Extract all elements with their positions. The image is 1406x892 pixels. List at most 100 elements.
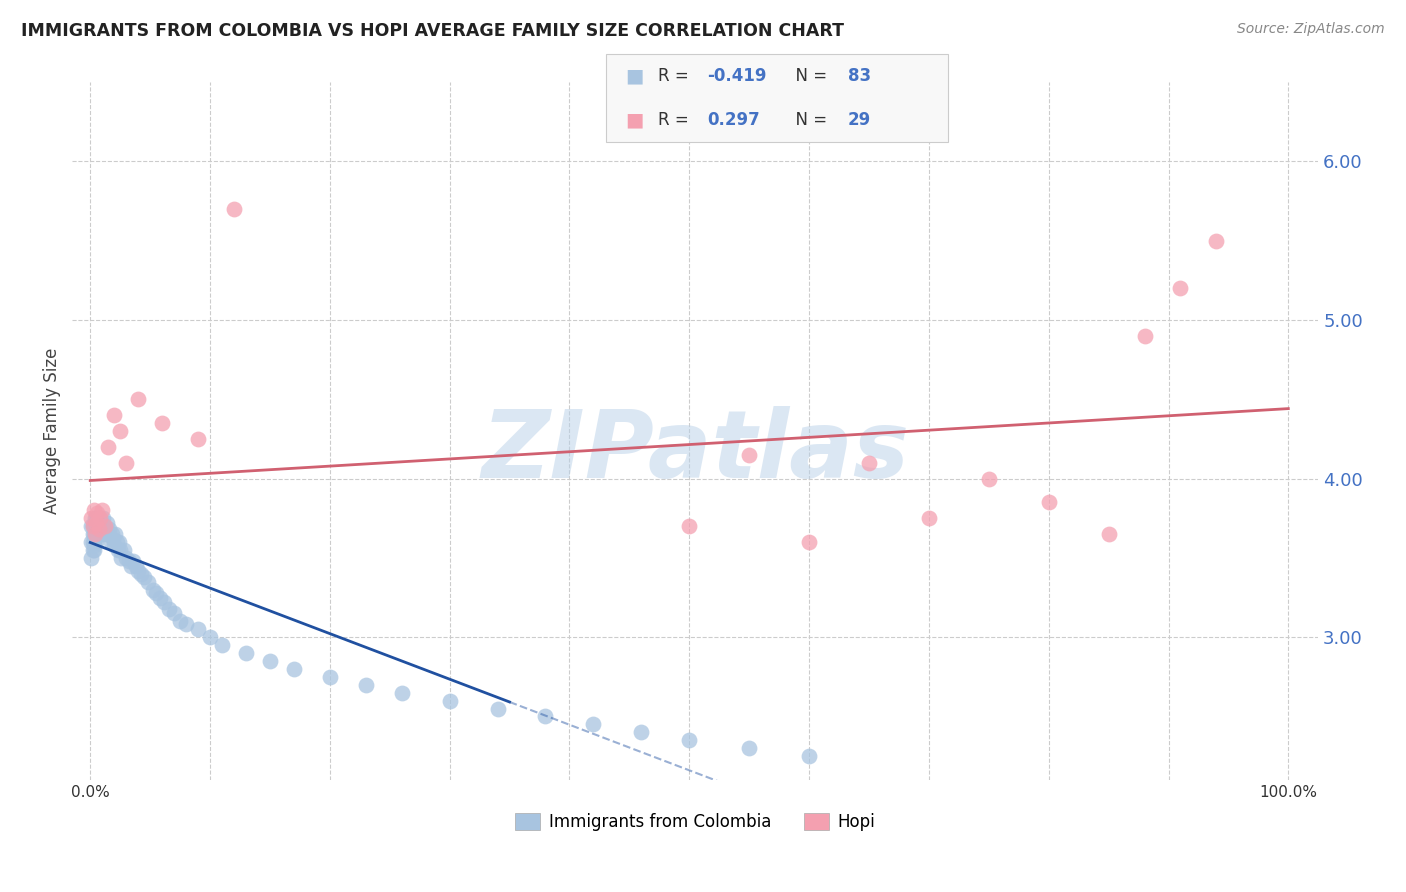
Point	[1170, 281, 1192, 295]
Text: 29: 29	[848, 112, 872, 129]
Y-axis label: Average Family Size: Average Family Size	[44, 348, 60, 514]
Point	[80, 511, 103, 525]
Point	[149, 591, 172, 605]
Point	[84, 519, 107, 533]
Point	[797, 535, 820, 549]
Point	[105, 535, 128, 549]
Point	[94, 527, 117, 541]
Point	[235, 646, 257, 660]
Text: N =: N =	[785, 67, 832, 85]
Point	[97, 440, 120, 454]
Point	[678, 519, 700, 533]
Point	[87, 522, 110, 536]
Point	[82, 535, 104, 549]
Point	[174, 617, 197, 632]
Point	[1097, 527, 1119, 541]
Point	[198, 630, 221, 644]
Point	[122, 554, 145, 568]
Point	[1205, 234, 1227, 248]
Text: ■: ■	[626, 67, 644, 86]
Point	[103, 538, 125, 552]
Point	[86, 519, 108, 533]
Point	[80, 519, 103, 533]
Point	[108, 535, 131, 549]
Point	[83, 538, 105, 552]
Point	[187, 432, 209, 446]
Point	[86, 527, 108, 541]
Point	[977, 471, 1000, 485]
Point	[89, 516, 111, 530]
Point	[157, 601, 180, 615]
Point	[136, 574, 159, 589]
Text: ■: ■	[626, 111, 644, 129]
Point	[630, 725, 652, 739]
Point	[141, 582, 163, 597]
Point	[112, 542, 135, 557]
Point	[259, 654, 281, 668]
Point	[89, 519, 111, 533]
Point	[117, 554, 139, 568]
Point	[96, 516, 118, 530]
Point	[82, 519, 104, 533]
Point	[283, 662, 305, 676]
Text: -0.419: -0.419	[707, 67, 766, 85]
Point	[83, 503, 105, 517]
Point	[115, 550, 138, 565]
Point	[84, 519, 107, 533]
Point	[1038, 495, 1060, 509]
Text: R =: R =	[658, 112, 699, 129]
Point	[222, 202, 245, 216]
Point	[84, 527, 107, 541]
Point	[678, 733, 700, 747]
Point	[84, 535, 107, 549]
Point	[93, 519, 115, 533]
Point	[127, 392, 149, 407]
Point	[90, 527, 112, 541]
Point	[107, 542, 129, 557]
Text: R =: R =	[658, 67, 695, 85]
Point	[87, 511, 110, 525]
Text: ZIPatlas: ZIPatlas	[481, 406, 910, 498]
Point	[127, 564, 149, 578]
Point	[115, 456, 138, 470]
Point	[87, 516, 110, 530]
Point	[797, 749, 820, 764]
Point	[90, 522, 112, 536]
Point	[93, 519, 115, 533]
Text: 83: 83	[848, 67, 870, 85]
Point	[104, 527, 127, 541]
Legend: Immigrants from Colombia, Hopi: Immigrants from Colombia, Hopi	[509, 806, 882, 838]
Point	[169, 615, 191, 629]
Point	[82, 519, 104, 533]
Point	[84, 527, 107, 541]
Point	[86, 516, 108, 530]
Point	[100, 535, 122, 549]
Text: IMMIGRANTS FROM COLOMBIA VS HOPI AVERAGE FAMILY SIZE CORRELATION CHART: IMMIGRANTS FROM COLOMBIA VS HOPI AVERAGE…	[21, 22, 844, 40]
Point	[83, 542, 105, 557]
Point	[1133, 328, 1156, 343]
Point	[439, 693, 461, 707]
Point	[82, 542, 104, 557]
Point	[145, 586, 167, 600]
Point	[486, 701, 509, 715]
Point	[134, 570, 156, 584]
Point	[84, 527, 107, 541]
Point	[153, 595, 176, 609]
Point	[89, 511, 111, 525]
Point	[108, 424, 131, 438]
Point	[80, 550, 103, 565]
Point	[391, 686, 413, 700]
Point	[120, 558, 142, 573]
Point	[87, 522, 110, 536]
Text: 0.297: 0.297	[707, 112, 761, 129]
Point	[103, 408, 125, 422]
Point	[84, 511, 107, 525]
Point	[91, 503, 114, 517]
Point	[738, 448, 761, 462]
Point	[82, 527, 104, 541]
Point	[93, 511, 115, 525]
Point	[858, 456, 880, 470]
Point	[84, 511, 107, 525]
Point	[354, 678, 377, 692]
Point	[101, 532, 124, 546]
